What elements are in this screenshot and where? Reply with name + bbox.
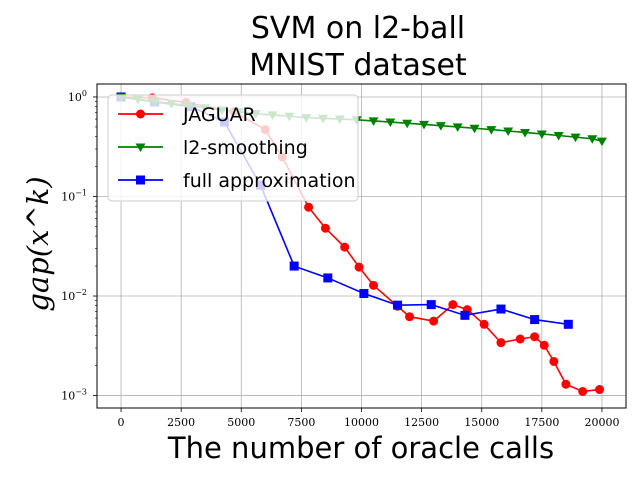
x-tick-label: 17500 bbox=[524, 416, 559, 429]
data-point-jaguar bbox=[479, 319, 489, 329]
x-tick-label: 7500 bbox=[287, 416, 315, 429]
legend-box bbox=[107, 94, 359, 202]
data-point-l2-smoothing bbox=[419, 120, 430, 130]
data-point-jaguar bbox=[320, 223, 330, 233]
legend-marker bbox=[136, 109, 145, 119]
legend-marker bbox=[136, 175, 145, 185]
y-tick-label: 10−2 bbox=[61, 288, 87, 303]
data-point-full-approximation bbox=[460, 310, 470, 320]
data-point-full-approximation bbox=[426, 300, 436, 310]
data-point-l2-smoothing bbox=[469, 124, 480, 134]
data-point-l2-smoothing bbox=[596, 137, 607, 147]
y-axis-label: gap(x^k) bbox=[21, 176, 55, 311]
data-point-full-approximation bbox=[289, 261, 299, 271]
x-tick-label: 12500 bbox=[404, 416, 439, 429]
data-point-jaguar bbox=[515, 334, 525, 344]
data-point-l2-smoothing bbox=[435, 122, 446, 131]
legend-label: l2-smoothing bbox=[183, 137, 308, 159]
x-tick-label: 2500 bbox=[167, 416, 195, 429]
data-point-jaguar bbox=[595, 385, 605, 395]
data-point-jaguar bbox=[549, 356, 559, 366]
data-point-jaguar bbox=[340, 242, 350, 252]
data-point-jaguar bbox=[369, 280, 379, 290]
data-point-l2-smoothing bbox=[503, 127, 514, 137]
data-point-jaguar bbox=[405, 312, 415, 322]
data-point-jaguar bbox=[429, 316, 439, 326]
data-point-full-approximation bbox=[496, 304, 506, 314]
x-tick-label: 5000 bbox=[227, 416, 255, 429]
data-point-jaguar bbox=[578, 386, 588, 396]
data-point-jaguar bbox=[539, 340, 549, 350]
y-tick-label: 10−1 bbox=[61, 189, 87, 204]
x-tick-label: 0 bbox=[118, 416, 125, 429]
legend-label: full approximation bbox=[183, 170, 356, 192]
data-point-jaguar bbox=[496, 338, 506, 348]
data-point-jaguar bbox=[304, 202, 314, 212]
data-point-jaguar bbox=[354, 262, 364, 272]
data-point-l2-smoothing bbox=[402, 119, 413, 129]
y-tick-label: 10−3 bbox=[61, 388, 87, 403]
data-point-l2-smoothing bbox=[553, 132, 564, 141]
data-point-l2-smoothing bbox=[536, 130, 547, 139]
data-point-jaguar bbox=[561, 379, 571, 389]
data-point-full-approximation bbox=[359, 289, 369, 299]
x-tick-label: 20000 bbox=[584, 416, 619, 429]
data-point-full-approximation bbox=[530, 315, 540, 325]
data-point-full-approximation bbox=[563, 319, 573, 329]
data-point-jaguar bbox=[448, 300, 458, 310]
x-tick-label: 10000 bbox=[344, 416, 379, 429]
tick-marks: 0 2500 5000 7500 10000 12500 15000 17500 20000 10… bbox=[61, 89, 619, 429]
legend: JAGUAR l2-smoothing full approximation bbox=[107, 94, 359, 202]
data-point-l2-smoothing bbox=[520, 128, 531, 138]
data-point-full-approximation bbox=[323, 273, 333, 283]
chart-title-line-1: SVM on l2-ball bbox=[251, 11, 465, 46]
data-point-full-approximation bbox=[393, 300, 403, 310]
legend-label: JAGUAR bbox=[182, 104, 256, 126]
y-tick-label: 100 bbox=[68, 89, 87, 104]
data-point-l2-smoothing bbox=[385, 118, 396, 128]
legend-marker bbox=[135, 143, 146, 152]
x-axis-label: The number of oracle calls bbox=[167, 431, 554, 465]
data-point-jaguar bbox=[530, 332, 540, 342]
data-point-l2-smoothing bbox=[486, 126, 497, 135]
data-point-l2-smoothing bbox=[452, 123, 463, 132]
chart-title-line-2: MNIST dataset bbox=[249, 48, 467, 83]
x-tick-label: 15000 bbox=[464, 416, 499, 429]
data-point-l2-smoothing bbox=[570, 133, 581, 143]
data-point-l2-smoothing bbox=[368, 117, 379, 126]
data-point-l2-smoothing bbox=[587, 135, 598, 144]
